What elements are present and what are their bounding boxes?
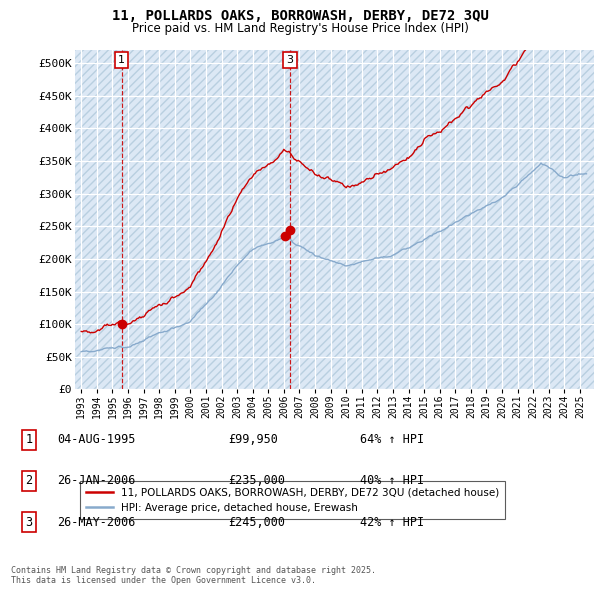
Bar (75, 50, 594, 389)
Text: 40% ↑ HPI: 40% ↑ HPI (360, 474, 424, 487)
Text: 3: 3 (25, 516, 32, 529)
Text: 1: 1 (25, 433, 32, 446)
Text: £245,000: £245,000 (228, 516, 285, 529)
Legend: 11, POLLARDS OAKS, BORROWASH, DERBY, DE72 3QU (detached house), HPI: Average pri: 11, POLLARDS OAKS, BORROWASH, DERBY, DE7… (80, 481, 505, 519)
Text: 1: 1 (118, 55, 125, 65)
Text: 3: 3 (287, 55, 293, 65)
Text: 64% ↑ HPI: 64% ↑ HPI (360, 433, 424, 446)
Text: 04-AUG-1995: 04-AUG-1995 (57, 433, 136, 446)
Text: 11, POLLARDS OAKS, BORROWASH, DERBY, DE72 3QU: 11, POLLARDS OAKS, BORROWASH, DERBY, DE7… (112, 9, 488, 24)
Text: 2: 2 (25, 474, 32, 487)
Text: £235,000: £235,000 (228, 474, 285, 487)
Text: 26-MAY-2006: 26-MAY-2006 (57, 516, 136, 529)
Text: 42% ↑ HPI: 42% ↑ HPI (360, 516, 424, 529)
Text: Price paid vs. HM Land Registry's House Price Index (HPI): Price paid vs. HM Land Registry's House … (131, 22, 469, 35)
Text: 26-JAN-2006: 26-JAN-2006 (57, 474, 136, 487)
Text: £99,950: £99,950 (228, 433, 278, 446)
Text: Contains HM Land Registry data © Crown copyright and database right 2025.
This d: Contains HM Land Registry data © Crown c… (11, 566, 376, 585)
